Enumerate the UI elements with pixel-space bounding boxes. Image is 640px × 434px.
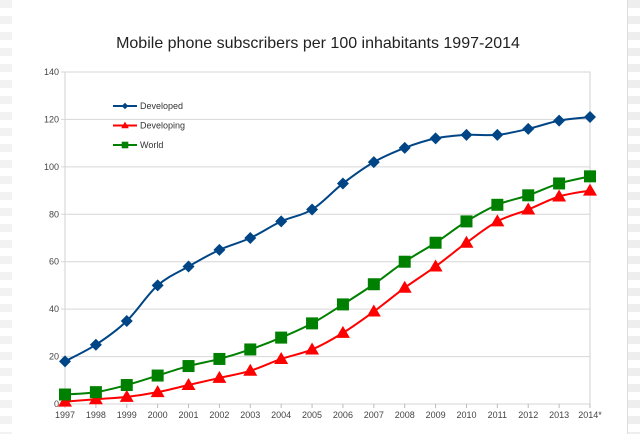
data-point-world xyxy=(491,198,504,211)
data-point-developed xyxy=(398,141,411,154)
legend-marker-developing xyxy=(121,121,129,129)
data-point-developed xyxy=(182,260,195,273)
legend-label-developed: Developed xyxy=(140,101,183,111)
x-tick-label: 2000 xyxy=(148,410,168,420)
x-tick-label: 2014* xyxy=(578,410,602,420)
series-developing xyxy=(58,183,597,407)
data-point-world xyxy=(120,379,133,392)
x-tick-label: 2010 xyxy=(456,410,476,420)
x-tick-label: 2007 xyxy=(364,410,384,420)
y-tick-label: 100 xyxy=(44,162,59,172)
data-point-developed xyxy=(213,243,226,256)
data-point-developing xyxy=(119,389,134,402)
y-tick-label: 120 xyxy=(44,114,59,124)
data-point-world xyxy=(460,215,473,228)
data-point-developed xyxy=(336,177,349,190)
data-point-developing xyxy=(521,202,536,215)
data-point-world xyxy=(182,360,195,373)
data-point-world xyxy=(553,177,566,190)
data-point-developed xyxy=(553,114,566,127)
chart-title: Mobile phone subscribers per 100 inhabit… xyxy=(116,35,520,52)
legend-marker-world xyxy=(121,141,129,149)
data-point-developed xyxy=(151,279,164,292)
data-point-developed xyxy=(584,111,596,124)
data-point-world xyxy=(275,331,288,344)
data-point-developing xyxy=(459,235,474,248)
data-point-developed xyxy=(244,232,257,244)
data-point-developing xyxy=(212,370,227,383)
data-point-world xyxy=(213,352,226,365)
x-tick-label: 2001 xyxy=(179,410,199,420)
x-tick-label: 1998 xyxy=(86,410,106,420)
x-tick-label: 2009 xyxy=(426,410,446,420)
data-point-world xyxy=(306,317,319,330)
data-point-world xyxy=(522,189,535,202)
data-point-developed xyxy=(367,156,380,169)
data-point-developing xyxy=(274,351,289,364)
data-point-developing xyxy=(552,189,567,202)
series-world xyxy=(59,170,596,401)
y-tick-label: 20 xyxy=(49,352,59,362)
data-point-developing xyxy=(397,280,412,293)
data-point-developing xyxy=(335,325,350,338)
data-point-developed xyxy=(306,203,319,216)
x-tick-label: 2003 xyxy=(240,410,260,420)
x-tick-label: 2006 xyxy=(333,410,353,420)
y-tick-label: 40 xyxy=(49,304,59,314)
data-point-developing xyxy=(181,378,196,391)
x-tick-label: 2012 xyxy=(518,410,538,420)
data-point-developing xyxy=(583,183,597,196)
data-point-world xyxy=(244,343,257,356)
data-point-developed xyxy=(275,215,288,228)
legend-label-developing: Developing xyxy=(140,121,185,131)
y-tick-label: 80 xyxy=(49,209,59,219)
data-point-developed xyxy=(89,338,102,351)
series-line-developing xyxy=(64,189,591,403)
data-point-world xyxy=(584,170,596,183)
data-point-developing xyxy=(428,259,443,272)
series-line-world xyxy=(64,175,591,396)
right-edge-pattern xyxy=(627,0,640,434)
x-tick-label: 2008 xyxy=(395,410,415,420)
data-point-world xyxy=(89,386,102,399)
data-point-world xyxy=(367,278,380,291)
data-point-developed xyxy=(120,315,133,327)
data-point-developed xyxy=(522,122,535,135)
series-line-developed xyxy=(64,116,591,363)
x-tick-label: 2013 xyxy=(549,410,569,420)
data-point-developing xyxy=(366,304,381,317)
data-point-developing xyxy=(490,214,505,227)
data-point-developed xyxy=(460,128,473,141)
x-tick-label: 1997 xyxy=(55,410,75,420)
series-developed xyxy=(59,111,596,368)
data-point-world xyxy=(398,255,411,268)
y-tick-label: 60 xyxy=(49,257,59,267)
left-edge-pattern xyxy=(0,0,12,434)
data-point-developing xyxy=(88,392,103,405)
data-point-world xyxy=(429,236,442,249)
x-tick-label: 2004 xyxy=(271,410,291,420)
data-point-developing xyxy=(58,394,72,407)
data-point-world xyxy=(336,298,349,311)
x-tick-label: 2005 xyxy=(302,410,322,420)
x-tick-label: 2011 xyxy=(488,410,507,420)
data-point-world xyxy=(151,369,164,382)
data-point-developing xyxy=(150,385,165,398)
x-tick-label: 2002 xyxy=(209,410,229,420)
y-tick-label: 140 xyxy=(44,67,59,77)
data-point-developed xyxy=(429,132,442,145)
x-tick-label: 1999 xyxy=(117,410,137,420)
data-point-developed xyxy=(59,355,71,368)
y-tick-label: 0 xyxy=(54,399,59,409)
data-point-developing xyxy=(243,363,258,376)
data-point-developed xyxy=(491,128,504,141)
legend-label-world: World xyxy=(140,140,163,150)
legend-marker-developed xyxy=(121,102,129,110)
data-point-world xyxy=(59,388,71,401)
data-point-developing xyxy=(305,342,320,355)
